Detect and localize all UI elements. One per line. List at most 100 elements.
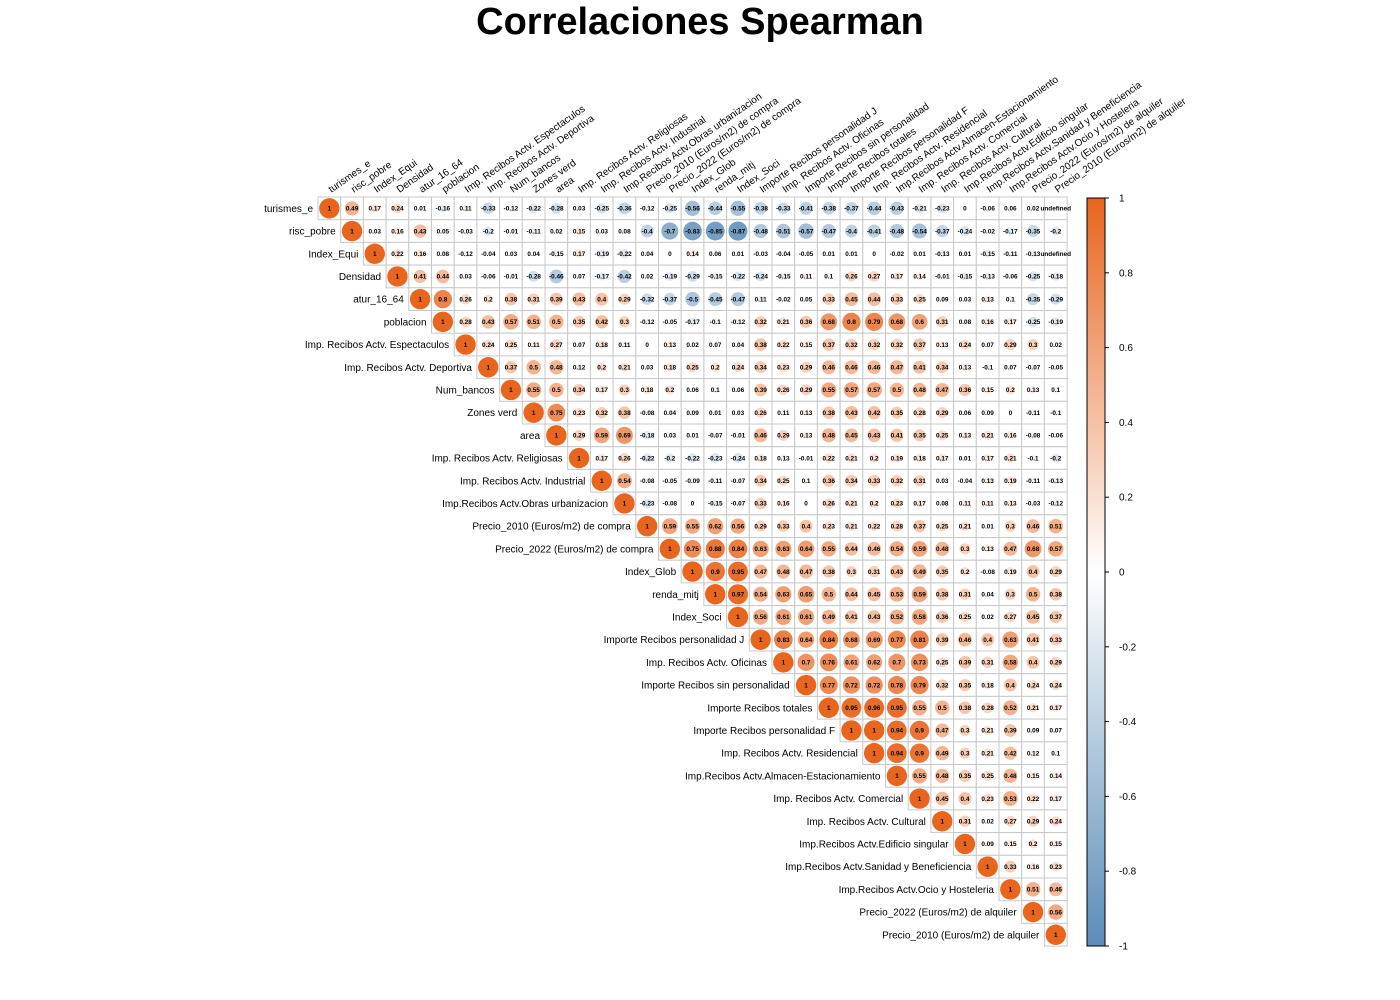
corr-value-label: 0.46 [823,364,836,371]
corr-circle [1006,317,1015,327]
corr-value-label: 0.01 [732,251,745,258]
corr-value-label: 0.03 [573,206,586,213]
corr-value-label: 0.54 [754,591,767,598]
corr-value-label: -0.48 [890,228,905,235]
corr-value-label: -0.17 [1003,228,1018,235]
row-label: Importe Recibos personalidad J [604,635,745,646]
corr-value-label: 0.45 [1027,614,1040,621]
corr-value-label: -0.15 [549,251,564,258]
corr-circle [341,220,363,242]
corr-circle [961,363,969,371]
row-label: Precio_2010 (Euros/m2) de alquiler [882,930,1040,941]
corr-value-label: -0.03 [753,251,768,258]
corr-value-label: 0.59 [913,546,926,553]
corr-circle [643,318,651,326]
row-label: poblacion [384,317,427,328]
corr-value-label: 0.29 [573,433,586,440]
corr-circle [805,457,808,460]
row-label: Index_Glob [625,567,677,578]
corr-value-label: 0.26 [845,274,858,281]
corr-value-label: -0.17 [594,274,609,281]
corr-value-label: 0.29 [1050,569,1063,576]
corr-circle [959,611,971,623]
corr-circle [892,453,902,463]
corr-circle [982,770,993,781]
corr-value-label: 0.43 [573,296,586,303]
corr-circle [705,584,726,605]
row-label: atur_16_64 [353,295,404,306]
corr-circle [797,631,815,648]
corr-value-label: 0.13 [959,364,972,371]
corr-circle [867,587,882,602]
corr-value-label: -0.33 [776,206,791,213]
corr-circle [820,313,838,331]
corr-circle [891,498,902,509]
corr-circle [886,720,907,741]
corr-circle [683,221,702,241]
corr-value-label: -0.28 [526,274,541,281]
corr-value-label: -0.05 [663,319,678,326]
corr-circle [667,410,672,415]
corr-circle [913,429,926,442]
corr-value-label: 0.61 [845,660,858,667]
corr-circle [1005,453,1016,463]
corr-value-label: 0.8 [438,296,447,303]
corr-value-label: 0.25 [959,614,972,621]
corr-circle [1003,678,1017,692]
corr-circle [775,540,792,557]
corr-circle [986,229,990,233]
corr-value-label: 0.49 [823,614,836,621]
corr-value-label: 0.45 [845,433,858,440]
corr-circle [867,224,881,238]
corr-circle [1004,588,1016,600]
row-label: Zones verd [467,408,517,419]
corr-value-label: 0.07 [1050,728,1063,735]
corr-circle [958,679,971,692]
corr-circle [911,313,928,330]
corr-value-label: 0.28 [913,410,926,417]
corr-circle [797,586,815,603]
corr-value-label: 0.72 [845,682,858,689]
corr-circle [911,700,928,716]
corr-value-label: 0.18 [754,455,767,462]
corr-circle [911,768,928,784]
corr-value-label: -0.1 [710,319,721,326]
corr-circle [984,364,991,371]
corr-value-label: 0.13 [1027,387,1040,394]
corr-circle [890,201,904,216]
row-label: Densidad [339,272,381,283]
corr-value-label: 0.01 [959,251,972,258]
corr-circle [416,249,425,258]
corr-circle [393,226,402,236]
corr-value-label: -0.02 [980,228,995,235]
corr-circle [867,201,881,216]
row-label: Imp. Recibos Actv. Espectaculos [305,340,449,351]
corr-circle [661,222,679,240]
row-label: Imp. Recibos Actv. Oficinas [646,658,767,669]
corr-circle [1027,271,1039,282]
corr-circle [935,768,950,783]
corr-value-label: 0.59 [664,523,677,530]
corr-value-label: 0.03 [369,228,382,235]
corr-value-label: -0.03 [458,228,473,235]
legend-tick-label: 0.4 [1119,418,1133,429]
corr-circle [911,586,928,603]
corr-value-label: 0.03 [664,433,677,440]
corr-circle [617,269,632,284]
corr-value-label: -0.22 [617,251,632,258]
corr-circle [983,453,992,463]
corr-value-label: 0.02 [641,274,654,281]
corr-value-label: -0.2 [1050,228,1061,235]
corr-circle [911,541,928,557]
corr-value-label: 0.31 [959,591,972,598]
corr-value-label: 0.69 [868,637,881,644]
corr-value-label: 0.23 [823,523,836,530]
corr-circle [483,339,494,350]
corr-circle [736,410,740,415]
corr-circle [503,314,519,330]
corr-value-label: 0.38 [505,296,518,303]
corr-circle [615,426,633,444]
corr-circle [891,520,903,532]
corr-value-label: 0.29 [1050,660,1063,667]
row-label: Imp. Recibos Actv. Industrial [460,476,585,487]
